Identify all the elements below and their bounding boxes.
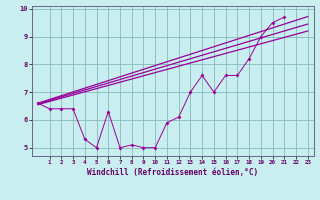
X-axis label: Windchill (Refroidissement éolien,°C): Windchill (Refroidissement éolien,°C): [87, 168, 258, 177]
